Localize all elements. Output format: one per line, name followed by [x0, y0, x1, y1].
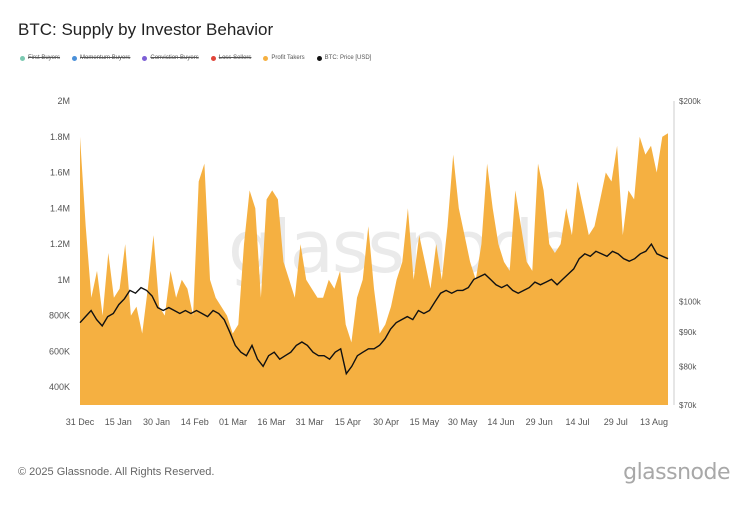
y-left-tick-label: 400K — [49, 382, 70, 392]
y-left-tick-label: 1.2M — [50, 239, 70, 249]
legend-swatch-icon — [20, 55, 25, 61]
legend-item[interactable]: First Buyers — [20, 55, 60, 61]
x-tick-label: 30 Jan — [143, 417, 170, 427]
legend-label: Loss Sellers — [218, 55, 252, 61]
btc-price-line — [79, 242, 669, 376]
y-right-tick-label: $90k — [679, 328, 697, 337]
legend-item[interactable]: Profit Takers — [263, 55, 305, 61]
y-right-tick-label: $80k — [679, 362, 697, 371]
legend-swatch-icon — [210, 55, 216, 61]
x-tick-label: 29 Jun — [526, 417, 553, 427]
legend-swatch-icon — [142, 55, 148, 61]
y-right-tick-label: $70k — [679, 401, 697, 410]
y-left-tick-label: 800K — [49, 311, 70, 321]
legend-item[interactable]: Conviction Buyers — [142, 55, 199, 61]
legend-label: First Buyers — [28, 55, 61, 61]
y-left-tick-label: 2M — [57, 96, 70, 106]
y-right-tick-label: $200k — [679, 97, 702, 106]
legend-label: Momentum Buyers — [80, 55, 131, 61]
copyright-footer: © 2025 Glassnode. All Rights Reserved. — [18, 466, 215, 478]
legend-label: BTC: Price [USD] — [324, 55, 372, 61]
y-left-tick-label: 1.6M — [50, 168, 70, 178]
y-left-tick-label: 1M — [57, 275, 70, 285]
x-tick-label: 01 Mar — [219, 417, 247, 427]
brand-logo: glassnode — [623, 460, 730, 485]
chart-title: BTC: Supply by Investor Behavior — [18, 20, 274, 39]
x-tick-label: 14 Jun — [487, 417, 514, 427]
legend-swatch-icon — [72, 55, 78, 61]
y-left-tick-label: 1.8M — [50, 132, 70, 142]
x-tick-label: 16 Mar — [257, 417, 285, 427]
y-left-tick-label: 1.4M — [50, 203, 70, 213]
chart-legend: First Buyers Momentum Buyers Conviction Bu… — [20, 55, 371, 61]
x-tick-label: 30 Apr — [373, 417, 399, 427]
x-tick-label: 31 Dec — [66, 417, 95, 427]
x-tick-label: 14 Jul — [565, 417, 589, 427]
legend-item[interactable]: Loss Sellers — [210, 55, 252, 61]
x-tick-label: 13 Aug — [640, 417, 668, 427]
legend-item[interactable]: BTC: Price [USD] — [316, 55, 372, 61]
profit-takers-area — [80, 133, 668, 405]
x-tick-label: 15 Apr — [335, 417, 361, 427]
x-tick-label: 15 May — [410, 417, 440, 427]
x-tick-label: 31 Mar — [296, 417, 324, 427]
y-right-tick-label: $100k — [679, 298, 702, 307]
x-tick-label: 30 May — [448, 417, 478, 427]
x-tick-label: 14 Feb — [181, 417, 209, 427]
legend-label: Profit Takers — [271, 55, 305, 61]
legend-swatch-icon — [263, 55, 269, 61]
legend-item[interactable]: Momentum Buyers — [72, 55, 130, 61]
y-left-tick-label: 600K — [49, 346, 70, 356]
legend-swatch-icon — [316, 55, 322, 61]
x-tick-label: 29 Jul — [604, 417, 628, 427]
legend-label: Conviction Buyers — [150, 55, 199, 61]
x-tick-label: 15 Jan — [105, 417, 132, 427]
